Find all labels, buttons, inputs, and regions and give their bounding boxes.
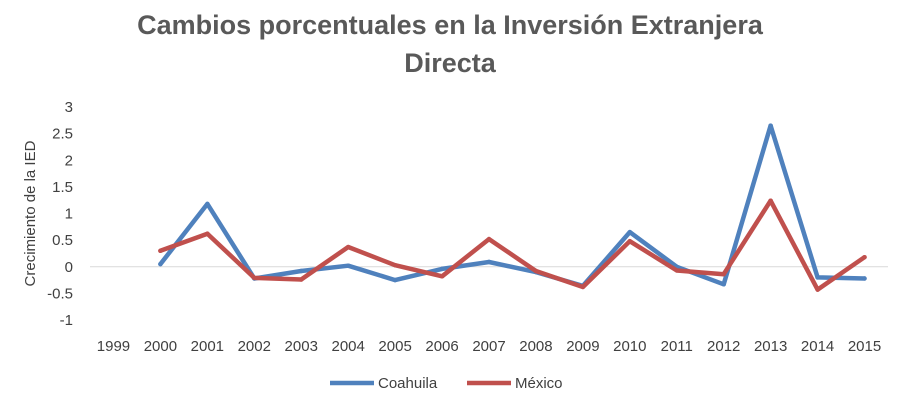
x-tick-label: 2001 [191,338,224,355]
y-tick-label: 2.5 [52,126,73,143]
legend: Coahuila México [330,375,563,392]
y-tick-label: -0.5 [47,285,73,302]
data-point [627,238,633,244]
data-point [158,261,163,267]
y-tick-label: -1 [60,312,73,329]
data-point [205,201,210,207]
y-tick-label: 0.5 [52,232,73,249]
x-tick-label: 2012 [707,338,740,355]
x-tick-label: 2002 [238,338,271,355]
data-point [862,276,867,281]
series-coahuila [158,123,867,289]
data-point [674,268,679,273]
x-tick-label: 2010 [613,338,646,355]
y-tick-label: 1 [65,206,73,223]
series-line [158,198,867,292]
data-point [439,274,445,279]
x-tick-label: 2011 [661,338,693,355]
data-point [299,268,304,274]
series-line [158,123,867,289]
legend-label: Coahuila [378,375,438,392]
x-tick-label: 2013 [754,338,787,355]
data-point [158,248,163,253]
data-point [862,254,867,260]
x-tick-label: 2014 [801,338,834,355]
data-point [721,272,726,277]
y-axis-title: Crecimiento de la IED [22,140,39,286]
data-point [815,287,820,292]
data-point [721,282,726,287]
data-point [768,198,773,203]
series-m-xico [158,198,867,292]
y-tick-label: 1.5 [52,179,73,196]
data-point [768,123,773,128]
x-tick-label: 2008 [519,338,552,355]
chart-title-line-2: Directa [404,48,496,78]
legend-label: México [515,375,563,392]
x-tick-label: 2007 [472,338,505,355]
y-axis-ticks: 3 2.5 2 1.5 1 0.5 0 -0.5 -1 [47,99,73,329]
data-point [580,284,586,290]
x-tick-label: 2006 [425,338,458,355]
chart-title-line-1: Cambios porcentuales en la Inversión Ext… [137,10,763,40]
x-tick-label: 2003 [285,338,318,355]
data-point [486,236,492,242]
x-tick-label: 2015 [848,338,881,355]
data-point [345,263,351,268]
data-point [533,268,539,274]
x-tick-label: 2004 [331,338,364,355]
data-point [486,259,492,265]
chart-title: Cambios porcentuales en la Inversión Ext… [0,6,900,82]
data-point [815,275,820,280]
x-axis-ticks: 1999 2000 2001 2002 2003 2004 2005 2006 2007 2008… [97,338,881,355]
data-point [345,244,351,250]
x-tick-label: 2000 [144,338,177,355]
x-tick-label: 2005 [378,338,411,355]
y-tick-label: 0 [65,259,73,276]
data-point [205,231,210,236]
x-tick-label: 2009 [566,338,599,355]
data-point [392,277,398,283]
series-layer [158,123,867,292]
y-tick-label: 2 [65,152,73,169]
x-tick-label: 1999 [97,338,130,355]
y-tick-label: 3 [65,99,73,116]
data-point [252,275,257,281]
data-point [392,262,398,268]
data-point [439,266,445,272]
data-point [627,229,633,235]
data-point [299,277,304,282]
